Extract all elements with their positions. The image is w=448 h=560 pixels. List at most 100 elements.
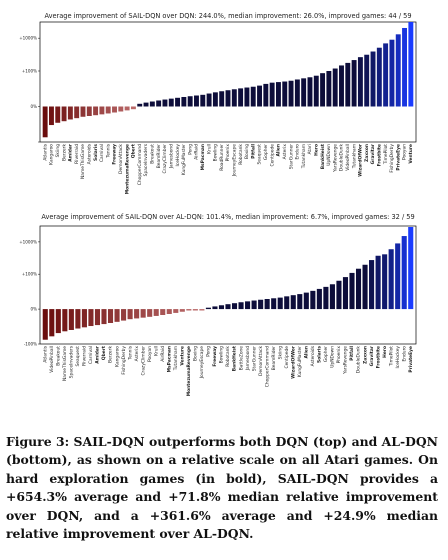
x-tick-label: ChopperCommand [137,144,143,185]
bar-Riverraid [74,106,80,119]
x-tick-label: StarGunner [288,144,294,169]
bar-ChopperCommand [137,103,143,107]
x-tick-label: NameThisGame [62,346,68,381]
x-tick-label: Breakout [56,346,62,366]
x-tick-label: Hero [382,346,388,358]
bar-AirRaid [194,95,199,107]
bar-Seaquest [75,309,81,329]
x-tick-label: Pooyan [402,144,408,160]
bar-YarsRevenge [342,277,349,310]
x-tick-label: Pong [206,346,212,357]
bar-Hero [313,75,319,107]
bar-Venture [179,309,185,312]
bar-Zaxxon [362,264,368,310]
bar-Phoenix [225,90,231,107]
x-tick-label: MontezumaRevenge [186,346,192,396]
bar-Venture [408,22,414,107]
x-tick-label: Berzerk [108,346,114,363]
x-tick-label: FishingDerby [121,346,127,375]
x-tick-label: Tutankham [173,346,179,371]
bar-Robotank [238,88,244,107]
x-tick-label: Skiing [277,346,283,360]
chart-top: Average improvement of SAIL-DQN over DQN… [19,12,417,194]
bar-MsPacman [200,94,206,107]
bar-DemonAttack [118,106,124,112]
y-tick-label: +1000% [19,36,37,41]
x-tick-label: Gravitar [370,143,376,164]
bar-Riverraid [81,309,87,328]
bar-Amidar [67,106,73,120]
x-tick-label: JourneyEscape [199,346,205,380]
bar-Pong [187,96,193,107]
plot-frame [39,21,417,143]
x-tick-label: Kangaroo [114,346,120,367]
bar-Asterix [282,81,288,107]
x-tick-label: VideoPinball [345,144,351,171]
bar-BankHeist [231,303,238,310]
x-tick-label: Bowling [219,346,225,364]
x-tick-label: DoubleDunk [356,346,362,374]
bar-Atlantis [42,106,48,138]
x-tick-label: Tennis [127,345,133,360]
bar-Alien [275,82,281,107]
bar-VideoPinball [49,309,55,337]
bar-Gopher [263,83,269,107]
bar-StarGunner [251,300,257,310]
bar-Krull [206,93,212,107]
bar-Tutankham [301,78,307,107]
x-tick-label: Pooyan [147,346,153,362]
bar-Phoenix [336,280,342,310]
x-tick-label: Qbert [101,346,107,360]
x-tick-label: Asterix [282,144,288,160]
bar-Zaxxon [364,54,370,107]
bar-Amidar [94,309,101,326]
bar-BankHeist [320,73,326,107]
x-tick-label: MontezumaRevenge [124,144,130,194]
bar-DoubleDunk [355,268,362,310]
y-tick-label: +1000% [19,239,37,244]
x-tick-label: Atlantis [42,143,48,160]
x-tick-label: Zaxxon [362,346,368,364]
plot-frame [39,225,417,345]
bar-IceHockey [175,97,181,107]
x-tick-label: JourneyEscape [232,144,238,178]
x-tick-label: Solaris [317,346,323,363]
x-tick-label: Jamesbond [168,144,174,170]
bar-Robotank [225,304,231,310]
chart-title: Average improvement of SAIL-DQN over AL-… [41,213,414,221]
bar-PrivateEye [408,227,414,310]
bar-TimePilot [388,249,394,310]
chart-bottom: Average improvement of SAIL-DQN over AL-… [19,213,417,396]
x-tick-label: Atari [307,144,313,154]
bar-JourneyEscape [199,309,205,311]
x-tick-label: Gopher [263,144,269,160]
x-tick-label: BeamRider [156,144,162,168]
x-tick-label: MsPacman [200,144,206,170]
x-tick-label: Freeway [212,346,218,367]
x-tick-label: Robotank [225,346,231,367]
x-tick-label: Atlantis [42,345,48,362]
bar-MontezumaRevenge [124,106,130,111]
bar-YarsRevenge [332,68,338,107]
x-tick-label: StarGunner [251,346,257,371]
x-tick-label: Pitfall [349,346,355,361]
x-tick-label: WizardOfWor [290,345,296,379]
bar-RoadRunner [219,91,225,107]
bar-Krull [153,309,159,316]
bar-Pitfall [349,272,355,310]
bar-Kangaroo [114,309,120,322]
y-tick-label: +100% [22,68,37,73]
x-tick-label: Asteroids [86,143,92,164]
bar-UpNDown [329,284,335,310]
bar-Tutankham [173,309,179,313]
x-tick-label: Venture [180,346,186,366]
x-tick-label: MsPacman [166,346,172,372]
x-tick-label: Jamesbond [245,346,251,372]
bar-Asteroids [86,106,92,116]
figure-caption: Figure 3: SAIL-DQN outperforms both DQN … [6,434,438,542]
x-tick-label: Zaxxon [364,144,370,162]
y-tick-label: -100% [24,342,37,347]
x-tick-label: Venture [408,144,414,164]
x-tick-label: Krull [206,144,212,154]
bar-Tennis [127,309,133,320]
